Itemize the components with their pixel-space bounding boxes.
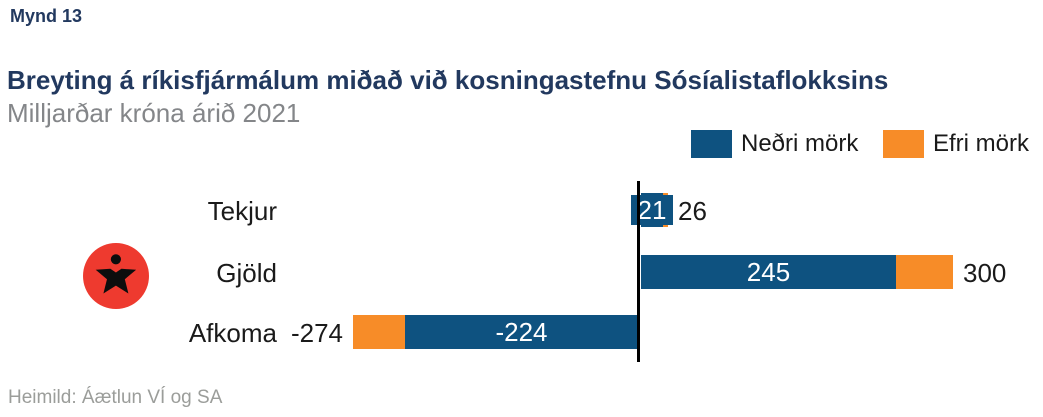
- socialist-party-logo: [83, 243, 149, 309]
- chart-subtitle: Milljarðar króna árið 2021: [7, 98, 301, 128]
- bar-lower-tekjur: 21: [630, 193, 674, 227]
- bar-lower-afkoma: -224: [405, 315, 638, 349]
- zero-axis-line: [637, 181, 640, 362]
- figure-number-label: Mynd 13: [10, 6, 83, 26]
- category-label-gjöld: Gjöld: [216, 258, 277, 288]
- category-label-tekjur: Tekjur: [207, 196, 277, 226]
- legend-swatch-upper-bound: [883, 129, 924, 158]
- bar-lower-gjöld: 245: [641, 255, 896, 289]
- legend-label-lower-bound: Neðri mörk: [741, 129, 859, 157]
- legend-item-lower-bound: Neðri mörk: [691, 129, 858, 158]
- chart-area: Tekjur 21 26 Gjöld 245 300 Afkoma -224 -274: [0, 175, 1043, 375]
- star-person-icon: [83, 243, 149, 309]
- data-label-upper-gjöld: 300: [963, 258, 1007, 288]
- legend-item-upper-bound: Efri mörk: [883, 129, 1029, 158]
- data-label-upper-afkoma: -274: [290, 318, 343, 348]
- data-label-lower-gjöld: 245: [739, 257, 798, 287]
- legend-swatch-lower-bound: [691, 129, 732, 158]
- source-note: Heimild: Áætlun VÍ og SA: [8, 387, 223, 408]
- data-label-lower-afkoma: -224: [488, 317, 555, 347]
- data-label-upper-tekjur: 26: [678, 196, 707, 226]
- legend-label-upper-bound: Efri mörk: [933, 129, 1029, 157]
- chart-title: Breyting á ríkisfjármálum miðað við kosn…: [7, 65, 889, 95]
- category-label-afkoma: Afkoma: [188, 318, 277, 348]
